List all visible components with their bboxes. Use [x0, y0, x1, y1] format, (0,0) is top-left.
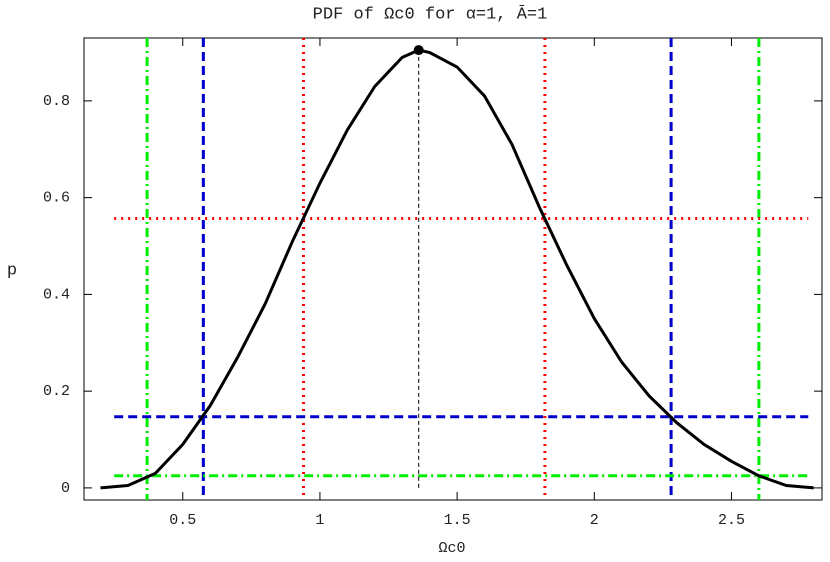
y-tick-label: 0.6 — [43, 190, 70, 207]
x-tick-label: 1 — [315, 512, 324, 529]
x-tick-label: 0.5 — [169, 512, 196, 529]
x-tick-label: 1.5 — [444, 512, 471, 529]
y-tick-label: 0.4 — [43, 286, 70, 303]
pdf-curve — [100, 48, 814, 490]
x-tick-label: 2.5 — [718, 512, 745, 529]
chart-title: PDF of Ωc0 for α=1, Ā=1 — [313, 5, 548, 24]
y-axis-label: p — [7, 261, 17, 280]
x-tick-label: 2 — [590, 512, 599, 529]
y-tick-label: 0.8 — [43, 93, 70, 110]
y-tick-label: 0.2 — [43, 383, 70, 400]
x-axis-label: Ωc0 — [438, 540, 465, 557]
y-tick-label: 0 — [61, 480, 70, 497]
peak-marker — [413, 45, 424, 56]
plot-frame — [83, 37, 823, 501]
